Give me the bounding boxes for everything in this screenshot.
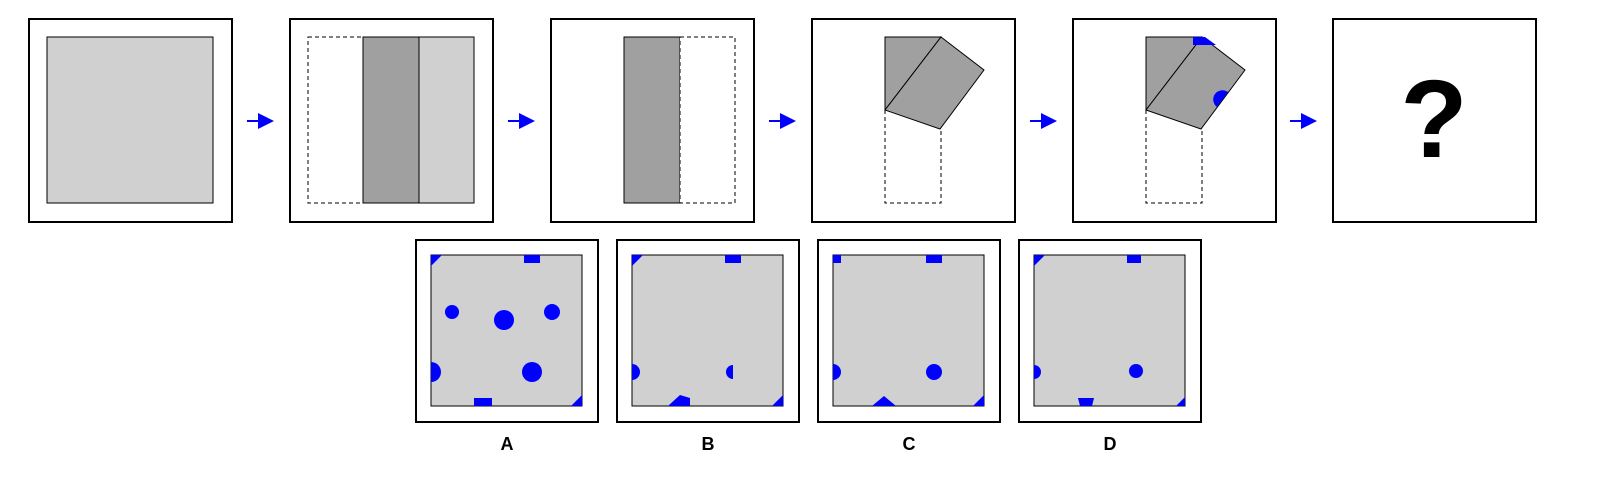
- punch-hole: [926, 255, 942, 263]
- punch-hole: [1213, 90, 1228, 107]
- folded-away-region: [307, 36, 364, 204]
- punch-hole: [726, 365, 733, 379]
- punch-hole: [445, 305, 459, 319]
- option-c-label[interactable]: C: [902, 434, 916, 454]
- step-4-panel: [811, 18, 1016, 223]
- punch-hole: [1034, 255, 1045, 266]
- option-c-paper: [832, 254, 985, 407]
- punch-hole: [872, 396, 896, 406]
- step-2-panel: [289, 18, 494, 223]
- option-d-label[interactable]: D: [1103, 434, 1117, 454]
- option-a-panel[interactable]: [415, 239, 599, 423]
- question-frame: [1332, 18, 1537, 223]
- option-a-paper: [430, 254, 583, 407]
- step-3-panel: [550, 18, 755, 223]
- paper-region: [418, 36, 475, 204]
- step-1-panel: [28, 18, 233, 223]
- option-b-label[interactable]: B: [701, 434, 715, 454]
- punch-hole: [632, 255, 643, 266]
- option-d-paper: [1033, 254, 1186, 407]
- folded-layer: [623, 36, 681, 204]
- punch-hole: [833, 255, 841, 263]
- punch-hole: [1176, 397, 1185, 406]
- punch-hole: [668, 395, 690, 406]
- punch-hole: [1193, 37, 1216, 45]
- folded-layer: [1145, 36, 1246, 130]
- option-a-label[interactable]: A: [500, 434, 514, 454]
- punch-hole: [431, 362, 441, 382]
- option-c-panel[interactable]: [817, 239, 1001, 423]
- punch-hole: [1129, 364, 1143, 378]
- punch-hole: [494, 310, 514, 330]
- punch-hole: [522, 362, 542, 382]
- punch-hole: [632, 364, 640, 380]
- question-panel: [1332, 18, 1537, 223]
- punch-hole: [1127, 255, 1141, 263]
- option-b-paper: [631, 254, 784, 407]
- punch-hole: [833, 364, 841, 380]
- folded-away-region: [679, 36, 736, 204]
- folded-layer: [884, 36, 985, 130]
- question-mark: ?: [1400, 58, 1468, 181]
- punch-hole: [431, 255, 442, 266]
- punch-hole: [725, 255, 741, 263]
- punch-hole: [524, 255, 540, 263]
- punch-hole: [1034, 365, 1041, 379]
- punch-hole: [544, 304, 560, 320]
- option-d-panel[interactable]: [1018, 239, 1202, 423]
- punch-hole: [973, 395, 984, 406]
- paper-square: [46, 36, 214, 204]
- punch-hole: [571, 395, 582, 406]
- step-5-panel: [1072, 18, 1277, 223]
- punch-hole: [474, 398, 492, 406]
- folded-layer: [362, 36, 420, 204]
- punch-hole: [772, 395, 783, 406]
- option-b-panel[interactable]: [616, 239, 800, 423]
- punch-hole: [926, 364, 942, 380]
- punch-hole: [1078, 398, 1094, 406]
